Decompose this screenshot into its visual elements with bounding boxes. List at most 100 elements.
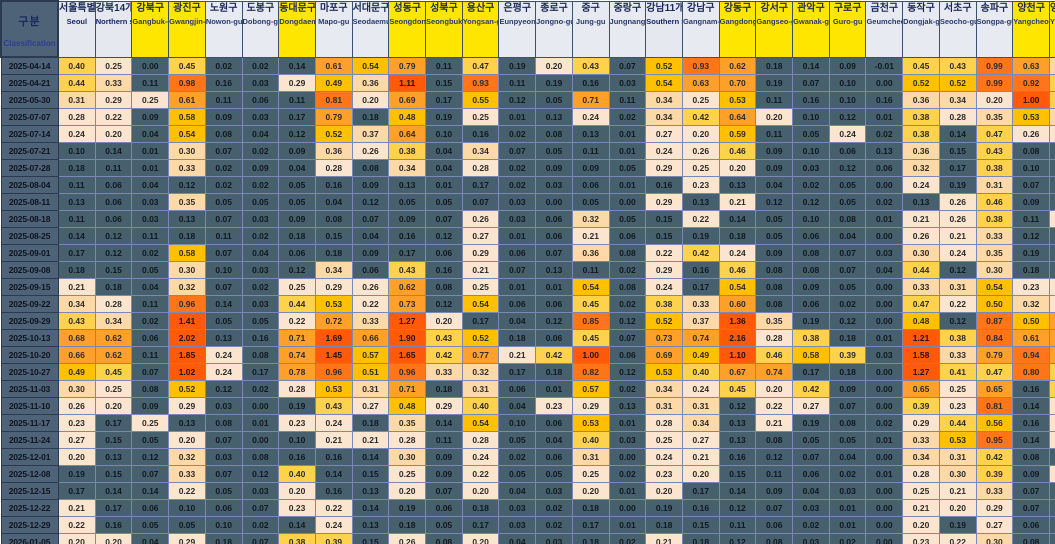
data-cell[interactable]: 0.12 — [1012, 227, 1050, 245]
data-cell[interactable]: 0.02 — [608, 380, 647, 398]
data-cell[interactable]: 0.12 — [792, 193, 830, 211]
data-cell[interactable]: 0.06 — [792, 465, 830, 483]
data-cell[interactable]: 1.00 — [571, 346, 610, 364]
data-cell[interactable]: 0.20 — [168, 431, 206, 449]
data-cell[interactable]: 0.03 — [498, 499, 537, 517]
data-cell[interactable]: 0.15 — [351, 533, 390, 544]
data-cell[interactable]: 0.14 — [718, 482, 757, 500]
data-cell[interactable]: 0.18 — [1012, 261, 1050, 279]
data-cell[interactable]: 0.11 — [571, 261, 610, 279]
data-cell[interactable]: 0.08 — [241, 448, 280, 466]
data-cell[interactable]: 0.03 — [865, 244, 904, 262]
data-cell[interactable]: 0.22 — [938, 533, 977, 544]
data-cell[interactable]: 0.00 — [608, 193, 647, 211]
table-row[interactable]: 2025-11-17 0.23 0.17 0.25 0.13 0.08 0.01 0.23 0.… — [0, 414, 1055, 432]
data-cell[interactable]: 0.28 — [902, 465, 940, 483]
data-cell[interactable]: 0.04 — [828, 448, 867, 466]
data-cell[interactable]: 0.46 — [718, 142, 757, 160]
data-cell[interactable]: 1.27 — [388, 312, 427, 330]
data-cell[interactable]: 0.02 — [204, 56, 243, 75]
data-cell[interactable]: 0.71 — [278, 329, 316, 347]
data-cell[interactable]: 0.67 — [718, 363, 757, 381]
data-cell[interactable]: 0.20 — [94, 397, 133, 415]
data-cell[interactable]: 0.71 — [1048, 346, 1055, 364]
data-cell[interactable]: 0.07 — [792, 448, 830, 466]
data-cell[interactable]: 0.11 — [57, 210, 96, 228]
data-cell[interactable]: 0.06 — [1012, 516, 1050, 534]
data-cell[interactable]: 0.02 — [828, 295, 867, 313]
data-cell[interactable]: 0.12 — [755, 448, 794, 466]
data-cell[interactable]: 0.08 — [131, 380, 170, 398]
column-header-yeongdeungpo-gu[interactable]: 영등포구Yeongdeungpo-gu — [1048, 0, 1055, 58]
column-header-guro-gu[interactable]: 구로구 Guro-gu — [828, 0, 867, 58]
data-cell[interactable]: 0.05 — [792, 431, 830, 449]
data-cell[interactable]: 0.11 — [498, 74, 537, 92]
data-cell[interactable]: 0.74 — [278, 346, 316, 364]
column-header-eunpyeong-gu[interactable]: 은평구 Eunpyeong-gu — [498, 0, 537, 58]
data-cell[interactable]: 0.06 — [425, 244, 463, 262]
data-cell[interactable]: 0.52 — [938, 74, 977, 92]
data-cell[interactable]: 0.38 — [645, 295, 683, 313]
data-cell[interactable]: 0.66 — [351, 329, 390, 347]
data-cell[interactable]: 0.38 — [975, 159, 1014, 177]
data-cell[interactable]: 0.31 — [351, 380, 390, 398]
data-cell[interactable]: 0.07 — [204, 244, 243, 262]
data-cell[interactable]: 0.06 — [278, 244, 316, 262]
data-cell[interactable]: 0.23 — [681, 176, 720, 194]
data-cell[interactable]: 0.01 — [865, 465, 904, 483]
data-cell[interactable]: 0.07 — [608, 329, 647, 347]
data-cell[interactable]: 0.06 — [865, 159, 904, 177]
data-cell[interactable]: 0.10 — [57, 142, 96, 160]
data-cell[interactable]: 0.12 — [241, 465, 280, 483]
data-cell[interactable]: 0.19 — [938, 516, 977, 534]
data-cell[interactable]: 0.20 — [718, 159, 757, 177]
data-cell[interactable]: 0.38 — [902, 108, 940, 126]
data-cell[interactable]: 0.24 — [204, 363, 243, 381]
data-cell[interactable]: 0.52 — [645, 56, 683, 75]
data-cell[interactable]: 0.08 — [351, 159, 390, 177]
data-cell[interactable]: 0.23 — [938, 397, 977, 415]
data-cell[interactable]: 0.29 — [461, 244, 500, 262]
data-cell[interactable]: 0.03 — [792, 499, 830, 517]
row-date-label[interactable]: 2025-10-20 — [0, 346, 59, 364]
data-cell[interactable]: 0.96 — [168, 295, 206, 313]
data-cell[interactable]: 0.33 — [94, 74, 133, 92]
data-cell[interactable]: 0.29 — [645, 261, 683, 279]
data-cell[interactable]: 0.00 — [535, 193, 573, 211]
table-row[interactable]: 2025-10-20 0.66 0.62 0.11 1.85 0.24 0.08 0.74 1.… — [0, 346, 1055, 364]
data-cell[interactable]: 0.25 — [645, 431, 683, 449]
data-cell[interactable]: 0.44 — [938, 414, 977, 432]
data-cell[interactable]: 0.01 — [865, 329, 904, 347]
data-cell[interactable]: 0.41 — [938, 363, 977, 381]
data-cell[interactable]: 0.33 — [351, 312, 390, 330]
data-cell[interactable]: 0.49 — [57, 363, 96, 381]
data-cell[interactable]: 0.11 — [204, 91, 243, 109]
data-cell[interactable]: 0.08 — [755, 533, 794, 544]
data-cell[interactable]: 0.08 — [755, 278, 794, 296]
data-cell[interactable]: 0.08 — [204, 125, 243, 143]
data-cell[interactable]: 0.64 — [388, 125, 427, 143]
data-cell[interactable]: 1.90 — [388, 329, 427, 347]
data-cell[interactable]: 0.04 — [278, 159, 316, 177]
data-cell[interactable]: 0.22 — [681, 210, 720, 228]
data-cell[interactable]: 0.32 — [461, 363, 500, 381]
data-cell[interactable]: 0.34 — [902, 448, 940, 466]
data-cell[interactable]: 0.26 — [351, 142, 390, 160]
data-cell[interactable]: 0.01 — [535, 278, 573, 296]
data-cell[interactable]: 0.69 — [388, 91, 427, 109]
data-cell[interactable]: 0.34 — [314, 261, 353, 279]
data-cell[interactable]: 0.16 — [681, 261, 720, 279]
data-cell[interactable]: 0.53 — [314, 380, 353, 398]
data-cell[interactable]: 0.25 — [902, 482, 940, 500]
data-cell[interactable]: 0.11 — [204, 227, 243, 245]
data-cell[interactable]: 0.18 — [204, 533, 243, 544]
data-cell[interactable]: 0.14 — [204, 295, 243, 313]
data-cell[interactable]: 0.25 — [938, 380, 977, 398]
data-cell[interactable]: 0.96 — [388, 363, 427, 381]
data-cell[interactable]: 0.02 — [241, 380, 280, 398]
data-cell[interactable]: 0.02 — [204, 176, 243, 194]
data-cell[interactable]: 0.17 — [1048, 448, 1055, 466]
data-cell[interactable]: 0.36 — [351, 74, 390, 92]
data-cell[interactable]: 0.20 — [681, 125, 720, 143]
data-cell[interactable]: 0.16 — [865, 91, 904, 109]
